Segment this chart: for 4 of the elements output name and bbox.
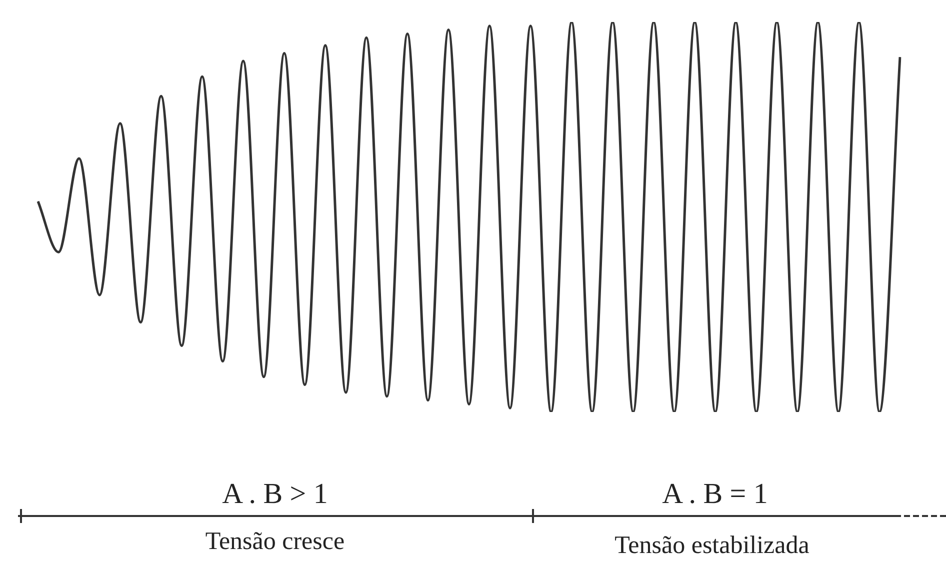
- text: A . B = 1: [662, 478, 768, 511]
- text: Tensão estabilizada: [614, 532, 810, 560]
- text: A . B > 1: [222, 478, 328, 511]
- text: Tensão cresce: [205, 528, 345, 556]
